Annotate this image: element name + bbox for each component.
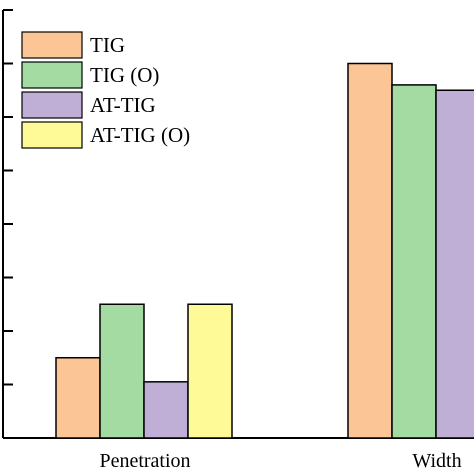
bar-penetration-series-3 [143, 381, 189, 439]
legend-swatch-series-2 [21, 61, 83, 89]
legend-swatch-series-4 [21, 121, 83, 149]
x-tick-labels: Penetration Width [99, 450, 461, 472]
bar-width-series-2 [391, 84, 437, 439]
x-tick-label-penetration: Penetration [99, 450, 190, 472]
legend-label-series-1: TIG [90, 33, 125, 57]
bar-width-series-3 [435, 89, 474, 439]
bar-width-series-1 [347, 62, 393, 439]
legend-label-series-4: AT-TIG (O) [90, 123, 190, 147]
x-tick-label-width: Width [412, 450, 461, 472]
bar-penetration-series-2 [99, 303, 145, 439]
bar-penetration-series-4 [187, 303, 233, 439]
y-ticks [3, 9, 13, 386]
bar-penetration-series-1 [55, 357, 101, 439]
legend-label-series-3: AT-TIG [90, 93, 156, 117]
legend-swatch-series-1 [21, 31, 83, 59]
bars [55, 62, 474, 439]
legend-label-series-2: TIG (O) [90, 63, 159, 87]
legend: TIG TIG (O) AT-TIG AT-TIG (O) [21, 31, 190, 149]
legend-swatch-series-3 [21, 91, 83, 119]
